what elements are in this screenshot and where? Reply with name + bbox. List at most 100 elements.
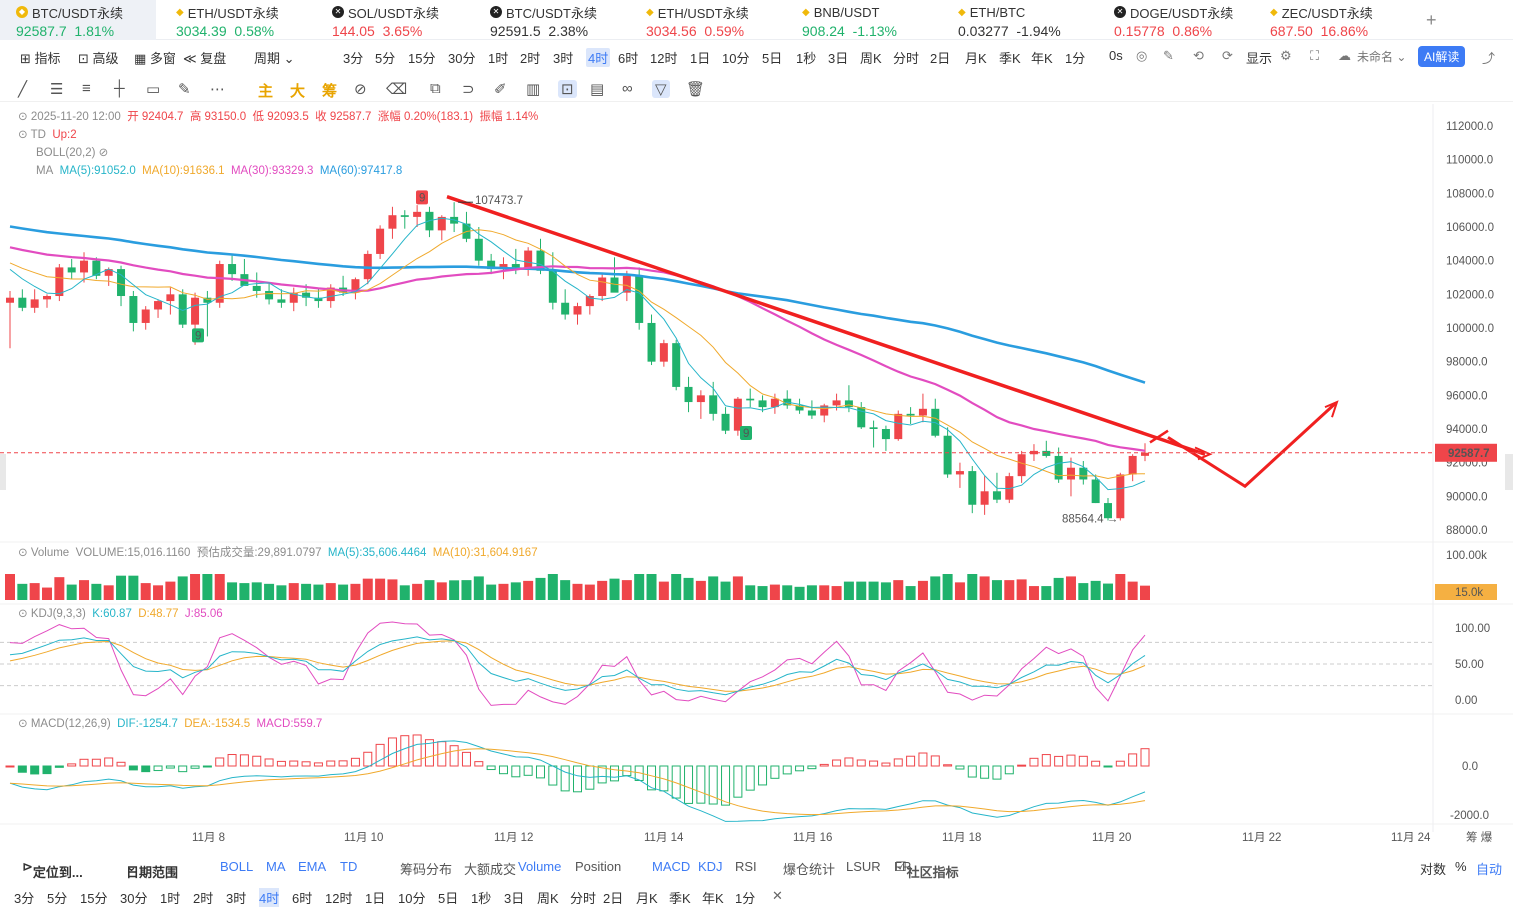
toolbar-item-13[interactable]: 6时 (618, 51, 639, 66)
toolbar-item-12[interactable]: 4时 (586, 48, 611, 67)
ticker-tab-3[interactable]: ✕ BTC/USDT永续 92591.5 2.38% (474, 0, 630, 40)
indicator-ma[interactable]: MA (266, 859, 286, 874)
period-20[interactable]: 年K (702, 891, 724, 906)
toolbar-item-25[interactable]: 年K (1031, 51, 1053, 66)
add-tab-button[interactable]: + (1426, 10, 1437, 30)
toolbar-item-27[interactable]: 0s (1109, 48, 1123, 63)
rectangle-tool-icon[interactable]: ▭ (146, 81, 161, 98)
indicator-boll[interactable]: BOLL (220, 859, 254, 874)
toolbar-item-26[interactable]: 1分 (1065, 51, 1086, 66)
indicator-筹码分布[interactable]: 筹码分布 (400, 862, 453, 877)
parallel-tool-icon[interactable]: ≡ (82, 80, 91, 97)
toolbar-item-14[interactable]: 12时 (650, 51, 678, 66)
toolbar-item-24[interactable]: 季K (999, 51, 1021, 66)
camera-icon[interactable]: ◎ (1136, 48, 1148, 63)
period-3[interactable]: 30分 (120, 891, 148, 906)
indicator-lsur[interactable]: LSUR (846, 859, 881, 874)
ray-tool-icon[interactable]: ☰ (50, 81, 64, 98)
period-8[interactable]: 6时 (292, 891, 313, 906)
share-icon[interactable]: ⤴ (1482, 51, 1496, 66)
period-14[interactable]: 3日 (504, 891, 525, 906)
legend-toggle-icon[interactable]: ⊙ (18, 111, 31, 123)
ticker-tab-4[interactable]: ◆ ETH/USDT永续 3034.56 0.59% (630, 0, 786, 40)
toolbar-item-10[interactable]: 2时 (520, 51, 541, 66)
toolbar-item-8[interactable]: 30分 (448, 51, 476, 66)
toolbar-item-5[interactable]: 3分 (343, 51, 364, 66)
main-force-button[interactable]: 主 (258, 83, 274, 100)
period-15[interactable]: 周K (537, 891, 559, 906)
indicator-ema[interactable]: EMA (298, 859, 327, 874)
ticker-tab-7[interactable]: ✕ DOGE/USDT永续 0.15778 0.86% (1098, 0, 1254, 40)
period-16[interactable]: 分时 (570, 891, 597, 906)
copy-icon[interactable]: ⧉ (430, 80, 441, 97)
chart-type-icon[interactable]: ▥ (526, 81, 541, 98)
period-21[interactable]: 1分 (735, 891, 756, 906)
horizontal-line-icon[interactable]: ┼ (114, 80, 125, 97)
trash-icon[interactable]: 🗑 (686, 81, 706, 98)
indicator-position[interactable]: Position (575, 859, 622, 874)
toolbar-item-9[interactable]: 1时 (488, 51, 509, 66)
toolbar-item-6[interactable]: 5分 (375, 51, 396, 66)
period-0[interactable]: 3分 (14, 891, 35, 906)
ticker-tab-5[interactable]: ◆ BNB/USDT 908.24 -1.13% (786, 0, 942, 40)
period-17[interactable]: 2日 (603, 891, 624, 906)
toolbar-item-7[interactable]: 15分 (408, 51, 436, 66)
more-tools-icon[interactable]: ⋯ (210, 81, 225, 98)
period-13[interactable]: 1秒 (471, 891, 492, 906)
period-4[interactable]: 1时 (160, 891, 181, 906)
pen-icon[interactable]: ✐ (494, 81, 507, 98)
period-19[interactable]: 季K (669, 891, 691, 906)
edit-icon[interactable]: ✎ (1163, 48, 1174, 63)
link-icon[interactable]: ∞ (622, 80, 633, 97)
cloud-icon[interactable]: ☁ (1338, 48, 1351, 63)
close-icon[interactable]: ✕ (772, 888, 783, 903)
indicator-大额成交[interactable]: 大额成交 (464, 862, 517, 877)
toolbar-item-19[interactable]: 3日 (828, 51, 849, 66)
ticker-tab-6[interactable]: ◆ ETH/BTC 0.03277 -1.94% (942, 0, 1098, 40)
toolbar-item-21[interactable]: 分时 (893, 51, 920, 66)
ticker-tab-0[interactable]: ◆ BTC/USDT永续 92587.7 1.81% (0, 0, 156, 40)
indicator-fr[interactable]: FR (894, 859, 912, 874)
toolbar-item-11[interactable]: 3时 (553, 51, 574, 66)
community-indicators-button[interactable]: ☑ 社区指标 (895, 859, 959, 880)
toolbar-item-1[interactable]: ⊡ 高级 (78, 51, 119, 66)
candlestick-chart[interactable]: 112000.0 110000.0 108000.0 106000.0 104000.0… (0, 104, 1513, 850)
period-18[interactable]: 月K (636, 891, 658, 906)
ticker-tab-8[interactable]: ◆ ZEC/USDT永续 687.50 16.86% (1254, 0, 1410, 40)
ai-interpret-button[interactable]: AI解读 (1418, 46, 1466, 67)
date-range-button[interactable]: 日期范围 ⌄ (126, 859, 179, 880)
line-tool-icon[interactable]: ╱ (18, 81, 28, 98)
toolbar-item-2[interactable]: ▦ 多窗 (134, 51, 176, 66)
indicator-爆仓统计[interactable]: 爆仓统计 (783, 862, 836, 877)
toolbar-item-18[interactable]: 1秒 (796, 51, 817, 66)
ticker-tab-1[interactable]: ◆ ETH/USDT永续 3034.39 0.58% (160, 0, 316, 40)
toolbar-item-17[interactable]: 5日 (762, 51, 783, 66)
toolbar-item-4[interactable]: 周期 ⌄ (254, 51, 295, 66)
toolbar-item-20[interactable]: 周K (860, 51, 882, 66)
auto-scale-button[interactable]: 自动 (1476, 862, 1503, 877)
eye-off-icon[interactable]: ⊘ (98, 147, 109, 159)
settings-icon[interactable]: ⚙ (1280, 48, 1292, 63)
big-order-button[interactable]: 大 (290, 83, 306, 100)
toolbar-item-22[interactable]: 2日 (930, 51, 951, 66)
toolbar-item-3[interactable]: ≪ 复盘 (183, 51, 227, 66)
toolbar-item-23[interactable]: 月K (965, 51, 987, 66)
chip-button[interactable]: 筹 (322, 83, 338, 100)
lock-icon[interactable]: ⊡ (558, 80, 577, 98)
indicator-volume[interactable]: Volume (518, 859, 562, 874)
indicator-td[interactable]: TD (340, 859, 358, 874)
period-9[interactable]: 12时 (325, 891, 353, 906)
ticker-tab-2[interactable]: ✕ SOL/USDT永续 144.05 3.65% (316, 0, 472, 40)
filter-icon[interactable]: ▽ (652, 80, 670, 98)
display-button[interactable]: 显示 (1246, 51, 1273, 66)
fullscreen-icon[interactable]: ⛶ (1310, 48, 1320, 63)
period-7[interactable]: 4时 (259, 888, 280, 907)
period-6[interactable]: 3时 (226, 891, 247, 906)
period-1[interactable]: 5分 (47, 891, 68, 906)
eraser-icon[interactable]: ⌫ (386, 81, 408, 98)
locate-button[interactable]: ⊳ 定位到... (22, 859, 83, 880)
undo-icon[interactable]: ⟲ (1193, 48, 1204, 63)
redo-icon[interactable]: ⟳ (1222, 48, 1233, 63)
indicator-rsi[interactable]: RSI (735, 859, 757, 874)
indicator-macd[interactable]: MACD (652, 859, 691, 874)
